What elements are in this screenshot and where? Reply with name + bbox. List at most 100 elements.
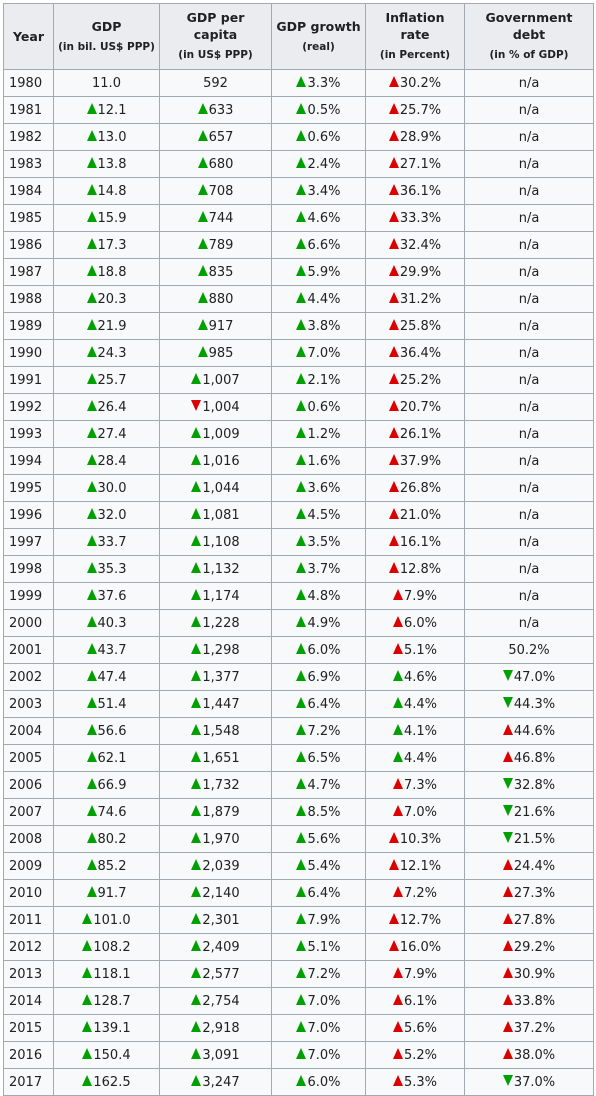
cell-value: 36.4% (399, 345, 442, 361)
cell-inflation-rate: 7.9% (365, 582, 465, 610)
cell-gdp: 37.6 (53, 582, 160, 610)
cell-gdp-per-capita: 1,009 (159, 420, 272, 448)
increase-arrow-icon (388, 210, 399, 222)
header-inflation-rate: Inflation rate (in Percent) (365, 3, 465, 70)
cell-year: 2006 (3, 771, 54, 799)
cell-year: 2009 (3, 852, 54, 880)
cell-value: 30.0 (97, 480, 127, 496)
cell-inflation-rate: 25.8% (365, 312, 465, 340)
cell-year: 1987 (3, 258, 54, 286)
cell-value: 6.5% (307, 750, 341, 766)
increase-arrow-icon (191, 1047, 202, 1059)
cell-gdp-per-capita: 2,409 (159, 933, 272, 961)
cell-government-debt: 27.3% (464, 879, 594, 907)
cell-gdp-growth: 6.0% (271, 1068, 366, 1096)
increase-arrow-icon (191, 561, 202, 573)
header-government-debt-unit: (in % of GDP) (489, 49, 569, 61)
cell-value: 26.1% (399, 426, 442, 442)
header-year: Year (3, 3, 54, 70)
increase-arrow-icon (388, 831, 399, 843)
cell-value: 7.0% (307, 1020, 341, 1036)
cell-value: 21.6% (513, 804, 556, 820)
cell-value: n/a (518, 318, 540, 334)
increase-arrow-icon (392, 696, 403, 708)
cell-gdp-per-capita: 2,140 (159, 879, 272, 907)
increase-arrow-icon (191, 966, 202, 978)
increase-arrow-icon (296, 885, 307, 897)
decrease-arrow-icon (502, 1074, 513, 1086)
cell-gdp-growth: 6.4% (271, 879, 366, 907)
cell-value: 32.4% (399, 237, 442, 253)
cell-value: 4.4% (403, 696, 438, 712)
cell-government-debt: 30.9% (464, 960, 594, 988)
cell-value: 880 (208, 291, 234, 307)
table-row: 1991 25.7 1,007 2.1% 25.2% n/a (3, 366, 594, 394)
cell-value: 2,577 (202, 966, 240, 982)
cell-value: 3.3% (307, 75, 341, 91)
cell-value: n/a (518, 534, 540, 550)
increase-arrow-icon (296, 804, 307, 816)
cell-government-debt: 46.8% (464, 744, 594, 772)
cell-year: 1985 (3, 204, 54, 232)
cell-inflation-rate: 7.3% (365, 771, 465, 799)
table-row: 2001 43.7 1,298 6.0% 5.1% 50.2% (3, 636, 594, 664)
cell-inflation-rate: 31.2% (365, 285, 465, 313)
increase-arrow-icon (388, 183, 399, 195)
cell-year: 1981 (3, 96, 54, 124)
cell-gdp: 33.7 (53, 528, 160, 556)
cell-gdp-per-capita: 835 (159, 258, 272, 286)
cell-value: 12.1% (399, 858, 442, 874)
cell-gdp-per-capita: 3,091 (159, 1041, 272, 1069)
cell-value: n/a (518, 291, 540, 307)
cell-value: 37.9% (399, 453, 442, 469)
cell-value: 1.2% (307, 426, 341, 442)
increase-arrow-icon (296, 183, 307, 195)
cell-value: 7.9% (403, 966, 438, 982)
cell-value: 6.0% (307, 1074, 341, 1090)
cell-value: n/a (518, 75, 540, 91)
cell-gdp-growth: 7.9% (271, 906, 366, 934)
cell-gdp-growth: 3.7% (271, 555, 366, 583)
cell-inflation-rate: 25.7% (365, 96, 465, 124)
cell-gdp-per-capita: 1,298 (159, 636, 272, 664)
cell-gdp: 12.1 (53, 96, 160, 124)
cell-value: 7.9% (403, 588, 438, 604)
cell-gdp-growth: 7.0% (271, 339, 366, 367)
cell-year: 2017 (3, 1068, 54, 1096)
header-inflation-rate-unit: (in Percent) (379, 49, 451, 61)
cell-year: 2003 (3, 690, 54, 718)
cell-value: n/a (518, 264, 540, 280)
cell-value: 37.2% (513, 1020, 556, 1036)
increase-arrow-icon (197, 345, 208, 357)
cell-gdp-per-capita: 680 (159, 150, 272, 178)
increase-arrow-icon (191, 642, 202, 654)
increase-arrow-icon (86, 777, 97, 789)
cell-value: 1,007 (202, 372, 240, 388)
increase-arrow-icon (82, 966, 93, 978)
cell-value: 51.4 (97, 696, 127, 712)
cell-value: 5.6% (403, 1020, 438, 1036)
cell-gdp-growth: 3.5% (271, 528, 366, 556)
cell-gdp: 35.3 (53, 555, 160, 583)
cell-value: 24.4% (513, 858, 556, 874)
increase-arrow-icon (296, 399, 307, 411)
increase-arrow-icon (388, 345, 399, 357)
cell-value: 10.3% (399, 831, 442, 847)
increase-arrow-icon (191, 750, 202, 762)
cell-value: 0.6% (307, 129, 341, 145)
cell-government-debt: n/a (464, 312, 594, 340)
cell-value: 11.0 (92, 75, 121, 91)
cell-value: n/a (518, 183, 540, 199)
table-row: 2002 47.4 1,377 6.9% 4.6% 47.0% (3, 663, 594, 691)
decrease-arrow-icon (502, 777, 513, 789)
increase-arrow-icon (296, 264, 307, 276)
cell-inflation-rate: 37.9% (365, 447, 465, 475)
header-inflation-rate-title: Inflation rate (385, 10, 445, 42)
increase-arrow-icon (82, 939, 93, 951)
cell-government-debt: n/a (464, 393, 594, 421)
cell-year: 2014 (3, 987, 54, 1015)
cell-inflation-rate: 7.0% (365, 798, 465, 826)
cell-value: n/a (518, 426, 540, 442)
cell-gdp: 27.4 (53, 420, 160, 448)
table-row: 1986 17.3 789 6.6% 32.4% n/a (3, 231, 594, 259)
